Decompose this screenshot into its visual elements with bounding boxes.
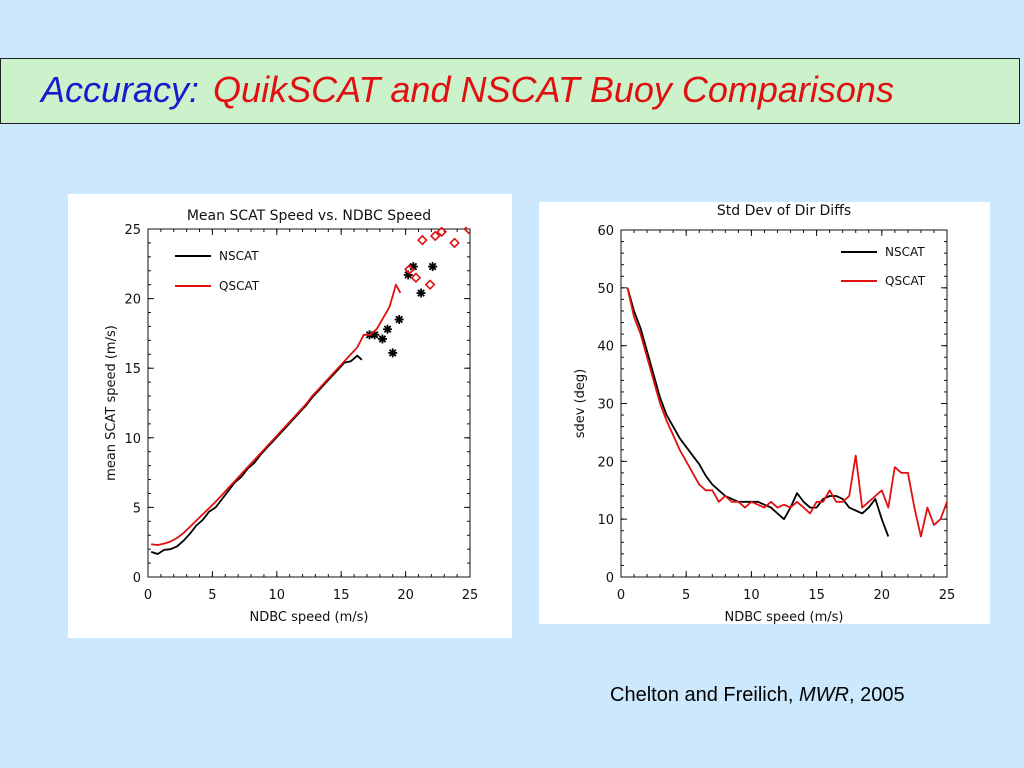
chart-title: Std Dev of Dir Diffs — [717, 203, 851, 219]
y-tick-label: 0 — [133, 571, 141, 586]
nscat-point — [428, 262, 438, 272]
x-tick-label: 25 — [462, 588, 479, 603]
plot-frame — [147, 228, 471, 578]
x-tick-label: 5 — [682, 588, 690, 603]
y-axis-label: mean SCAT speed (m/s) — [104, 325, 119, 481]
nscat-point-stroke — [409, 262, 418, 271]
y-tick-label: 15 — [124, 362, 141, 377]
direction-chart-panel: Std Dev of Dir Diffs 0 5 10 15 20 25 0 10 20 30 40 5… — [539, 202, 990, 625]
x-tick-label: 15 — [333, 588, 350, 603]
citation: Chelton and Freilich, MWR, 2005 — [610, 684, 905, 707]
qscat-point — [424, 279, 436, 291]
plot-area — [626, 287, 947, 538]
nscat-point-stroke — [428, 262, 437, 271]
direction-sdev-chart: Std Dev of Dir Diffs 0 5 10 15 20 25 0 10 20 30 40 5… — [573, 203, 956, 625]
qscat-line — [626, 287, 947, 538]
nscat-line — [150, 354, 363, 555]
nscat-point — [383, 324, 393, 334]
y-axis-label: sdev (deg) — [573, 369, 588, 439]
nscat-point — [394, 314, 404, 324]
x-tick-label: 20 — [397, 588, 414, 603]
x-axis-label: NDBC speed (m/s) — [250, 610, 369, 625]
nscat-point-stroke — [383, 325, 392, 334]
qscat-line — [151, 283, 402, 546]
y-tick-label: 50 — [597, 282, 614, 297]
chart-title: Mean SCAT Speed vs. NDBC Speed — [187, 208, 431, 224]
y-tick-label: 20 — [124, 293, 141, 308]
slide-title-main: QuikSCAT and NSCAT Buoy Comparisons — [213, 69, 894, 110]
x-tick-label: 0 — [617, 588, 625, 603]
legend-nscat-label: NSCAT — [885, 245, 925, 259]
qscat-point — [410, 272, 422, 284]
y-tick-label: 25 — [124, 223, 141, 238]
citation-authors: Chelton and Freilich, — [610, 684, 799, 706]
nscat-point — [377, 334, 387, 344]
y-tick-label: 60 — [597, 224, 614, 239]
x-tick-label: 25 — [939, 588, 956, 603]
nscat-point-stroke — [378, 335, 387, 343]
qscat-point — [404, 264, 415, 275]
qscat-point — [417, 234, 428, 246]
y-tick-label: 40 — [597, 340, 614, 355]
x-tick-label: 0 — [144, 588, 152, 603]
qscat-point — [429, 230, 441, 242]
qscat-point — [436, 227, 447, 238]
x-tick-label: 10 — [743, 588, 760, 603]
y-tick-label: 20 — [597, 455, 614, 470]
nscat-point-stroke — [417, 289, 425, 297]
speed-chart-panel: Mean SCAT Speed vs. NDBC Speed 0 5 10 15 20 25… — [68, 194, 512, 638]
y-tick-label: 10 — [124, 432, 141, 447]
qscat-point — [449, 237, 460, 249]
y-tick-label: 30 — [597, 398, 614, 413]
y-tick-label: 10 — [597, 513, 614, 528]
y-tick-label: 0 — [606, 571, 614, 586]
nscat-point-stroke — [395, 315, 403, 324]
nscat-point — [388, 348, 398, 358]
slide-title-prefix: Accuracy: — [41, 69, 200, 110]
legend-nscat-label: NSCAT — [219, 249, 259, 263]
plot-area — [150, 227, 470, 555]
y-tick-label: 5 — [133, 501, 141, 516]
x-tick-label: 15 — [808, 588, 825, 603]
citation-journal: MWR — [798, 684, 849, 706]
x-tick-label: 10 — [269, 588, 286, 603]
nscat-point — [416, 288, 426, 298]
x-axis-label: NDBC speed (m/s) — [725, 610, 844, 624]
citation-year: , 2005 — [848, 684, 905, 706]
legend-qscat-label: QSCAT — [885, 274, 926, 288]
slide-title: Accuracy: QuikSCAT and NSCAT Buoy Compari… — [41, 69, 894, 111]
qscat-point — [463, 227, 470, 235]
nscat-point-stroke — [388, 349, 397, 357]
speed-comparison-chart: Mean SCAT Speed vs. NDBC Speed 0 5 10 15 20 25… — [104, 208, 479, 625]
x-tick-label: 20 — [874, 588, 891, 603]
nscat-point-stroke — [370, 330, 379, 339]
nscat-line — [626, 287, 890, 537]
x-tick-label: 5 — [208, 588, 216, 603]
title-bar: Accuracy: QuikSCAT and NSCAT Buoy Compari… — [0, 58, 1020, 124]
legend-qscat-label: QSCAT — [219, 279, 260, 293]
